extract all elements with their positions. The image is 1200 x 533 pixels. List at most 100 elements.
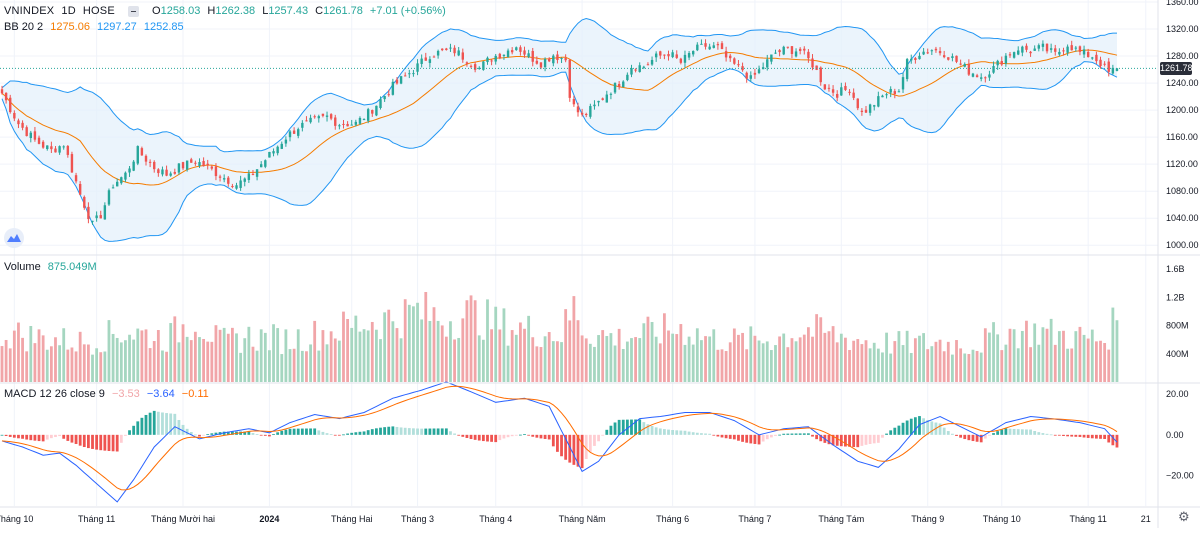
volume-bar bbox=[527, 315, 531, 382]
candle-body bbox=[1054, 48, 1057, 52]
volume-bar bbox=[346, 318, 349, 382]
volume-bar bbox=[29, 326, 33, 382]
volume-bar bbox=[152, 341, 156, 382]
volume-bar bbox=[1053, 344, 1057, 382]
candle-body bbox=[461, 52, 464, 60]
volume-bar bbox=[231, 327, 234, 382]
candle-body bbox=[852, 92, 855, 98]
candle-body bbox=[741, 66, 744, 71]
volume-bar bbox=[362, 329, 366, 382]
candle-body bbox=[194, 162, 197, 164]
macd-hist-bar bbox=[457, 434, 461, 436]
macd-hist-bar bbox=[66, 434, 70, 441]
macd-hist-bar bbox=[358, 431, 362, 435]
volume-bar bbox=[111, 333, 115, 382]
price-tick-label: 1360.00 bbox=[1166, 0, 1199, 7]
macd-hist-bar bbox=[292, 428, 296, 435]
candle-body bbox=[494, 55, 497, 62]
candle-body bbox=[860, 110, 864, 112]
price-tick-label: 1120.00 bbox=[1166, 159, 1198, 169]
collapse-icon[interactable] bbox=[127, 5, 139, 17]
candle-body bbox=[1091, 57, 1094, 59]
candle-body bbox=[239, 180, 242, 188]
macd-hist-bar bbox=[198, 434, 201, 437]
candle-body bbox=[885, 94, 888, 96]
candle-body bbox=[803, 48, 806, 51]
macd-hist-bar bbox=[790, 433, 794, 435]
volume-bar bbox=[132, 339, 136, 382]
change-value: +7.01 (+0.56%) bbox=[369, 5, 446, 17]
macd-hist-bar bbox=[864, 434, 868, 445]
candle-body bbox=[404, 75, 407, 77]
macd-hist-bar bbox=[1016, 429, 1020, 435]
candle-body bbox=[539, 62, 543, 68]
volume-bar bbox=[222, 327, 226, 382]
macd-hist-bar bbox=[946, 431, 950, 435]
candle-body bbox=[696, 44, 699, 51]
tradingview-logo-icon[interactable] bbox=[4, 228, 24, 248]
bb-legend[interactable]: BB 20 2 1275.06 1297.27 1252.85 bbox=[4, 21, 188, 33]
volume-bar bbox=[366, 330, 370, 382]
volume-bar bbox=[720, 349, 724, 382]
volume-bar bbox=[663, 313, 666, 382]
macd-hist-bar bbox=[181, 424, 185, 435]
macd-hist-bar bbox=[140, 417, 144, 435]
macd-hist-bar bbox=[272, 434, 275, 435]
candle-body bbox=[99, 215, 102, 219]
volume-bar bbox=[617, 328, 621, 382]
volume-bar bbox=[103, 351, 107, 382]
volume-bar bbox=[695, 328, 699, 382]
macd-hist-bar bbox=[535, 434, 539, 438]
macd-hist-bar bbox=[979, 434, 983, 443]
macd-hist-bar bbox=[1041, 433, 1045, 435]
volume-bar bbox=[765, 341, 769, 382]
candle-body bbox=[210, 166, 214, 169]
interval-label[interactable]: 1D bbox=[61, 5, 76, 17]
volume-bar bbox=[1012, 329, 1016, 382]
macd-hist-bar bbox=[704, 433, 707, 435]
candle-body bbox=[786, 46, 790, 48]
volume-bar bbox=[802, 334, 806, 382]
candle-body bbox=[17, 120, 20, 125]
volume-bar bbox=[358, 331, 362, 382]
time-tick-label: Tháng 10 bbox=[0, 514, 33, 524]
gear-icon[interactable]: ⚙ bbox=[1178, 509, 1190, 524]
candle-body bbox=[753, 72, 757, 75]
volume-bar bbox=[49, 346, 53, 382]
macd-hist-bar bbox=[29, 434, 33, 441]
volume-bar bbox=[477, 335, 481, 382]
macd-hist-bar bbox=[745, 434, 749, 443]
candle-body bbox=[996, 60, 999, 66]
macd-hist-bar bbox=[844, 434, 847, 447]
macd-tick-label: 20.00 bbox=[1166, 389, 1189, 399]
macd-hist-bar bbox=[975, 434, 979, 442]
macd-hist-bar bbox=[366, 430, 370, 435]
symbol-name[interactable]: VNINDEX bbox=[4, 5, 55, 17]
macd-hist-bar bbox=[868, 434, 872, 445]
macd-hist-bar bbox=[663, 429, 666, 435]
volume-bar bbox=[514, 334, 518, 382]
macd-hist-bar bbox=[798, 433, 802, 435]
macd-hist-bar bbox=[872, 434, 876, 444]
bb-lower-value: 1252.85 bbox=[143, 21, 184, 33]
volume-bar bbox=[815, 314, 819, 382]
candle-body bbox=[408, 73, 411, 75]
candle-body bbox=[700, 43, 703, 45]
volume-bar bbox=[226, 333, 230, 382]
candle-body bbox=[301, 122, 304, 128]
candle-body bbox=[934, 48, 938, 51]
macd-hist-bar bbox=[288, 428, 292, 435]
macd-legend[interactable]: MACD 12 26 close 9 −3.53 −3.64 −0.11 bbox=[4, 388, 213, 400]
candle-body bbox=[9, 97, 12, 113]
macd-hist-bar bbox=[807, 433, 810, 435]
volume-bar bbox=[749, 326, 753, 382]
candle-body bbox=[173, 171, 176, 174]
volume-legend[interactable]: Volume 875.049M bbox=[4, 261, 101, 273]
macd-hist-bar bbox=[1012, 428, 1016, 435]
macd-hist-bar bbox=[811, 434, 814, 437]
candle-body bbox=[37, 137, 41, 144]
macd-hist-bar bbox=[395, 426, 399, 435]
candle-body bbox=[897, 91, 901, 93]
candle-body bbox=[395, 79, 399, 84]
